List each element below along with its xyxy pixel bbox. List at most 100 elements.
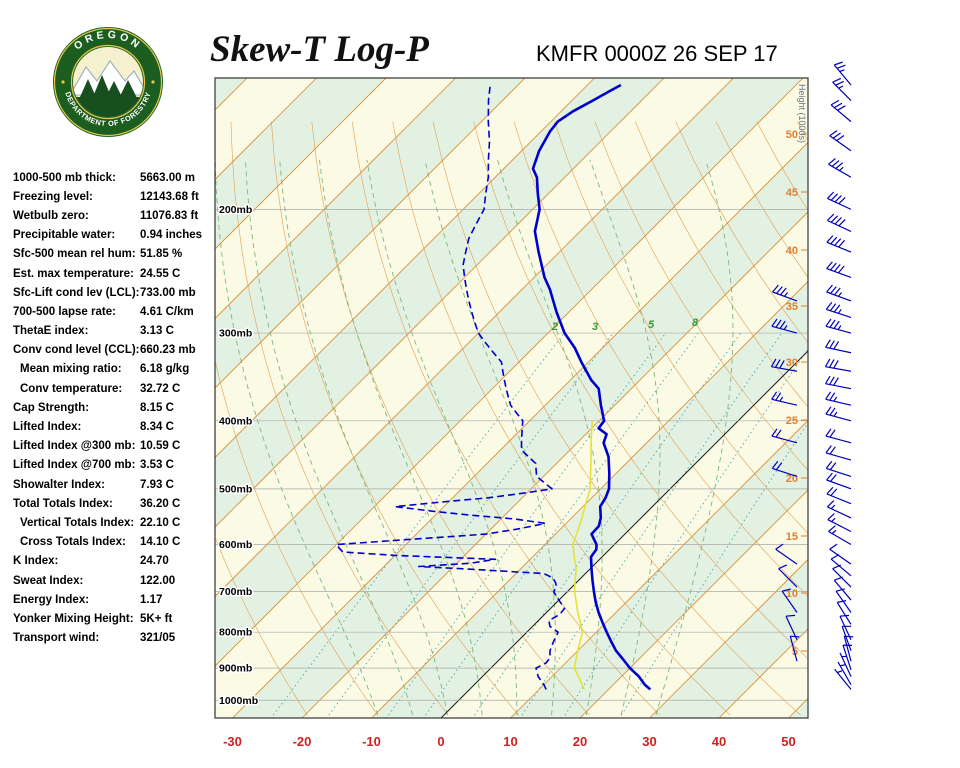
index-label: Sfc-500 mean rel hum:: [13, 248, 136, 261]
height-label: 50: [786, 129, 798, 141]
index-row: Wetbulb zero: 11076.83 ft: [13, 206, 202, 225]
mixing-ratio-label: 8: [692, 317, 699, 329]
temp-axis-labels: -30 -20 -10 0 10 20 30 40 50: [223, 734, 796, 749]
isotherm-line: [649, 558, 808, 718]
index-row: 1000-500 mb thick: 5663.00 m: [13, 168, 202, 187]
height-label: 35: [786, 301, 798, 313]
mixing-ratio-label: 3: [592, 321, 598, 333]
index-row: Conv cond level (CCL): 660.23 mb: [13, 341, 202, 360]
odf-logo: OREGON DEPARTMENT OF FORESTRY: [53, 27, 163, 137]
isotherm-lines: [0, 78, 808, 718]
height-label: 40: [786, 245, 798, 257]
index-label: Conv cond level (CCL):: [13, 344, 140, 357]
index-label: Precipitable water:: [13, 229, 116, 242]
index-value: 14.10 C: [140, 536, 181, 549]
temp-axis-label: -10: [362, 734, 381, 749]
index-label: Lifted Index @700 mb:: [13, 459, 136, 472]
index-value: 11076.83 ft: [140, 209, 199, 222]
wind-barbs-plot: [770, 284, 800, 662]
logo-inner-gold-line: [70, 44, 146, 120]
index-row: Total Totals Index: 36.20 C: [13, 494, 202, 513]
isotherm-line: [232, 141, 808, 718]
wind-barbs-column: [824, 61, 854, 690]
index-row: Lifted Index: 8.34 C: [13, 417, 202, 436]
index-value: 22.10 C: [140, 516, 181, 529]
mixing-ratio-label: 5: [648, 319, 655, 331]
pressure-gridlines: 200mb 300mb 400mb 500mb 600mb 700mb 800mb 900mb…: [215, 202, 808, 708]
index-value: 321/05: [140, 632, 176, 645]
pressure-label: 700mb: [219, 586, 252, 598]
index-value: 24.55 C: [140, 267, 181, 280]
index-value: 1.17: [140, 593, 163, 606]
pressure-label: 900mb: [219, 663, 252, 675]
isotherm-line: [215, 78, 595, 459]
index-value: 122.00: [140, 574, 176, 587]
mixing-ratio-labels: 2 3 5 8: [551, 317, 699, 333]
index-value: 12143.68 ft: [140, 190, 199, 203]
index-label: 700-500 lapse rate:: [13, 305, 116, 318]
index-value: 32.72 C: [140, 382, 181, 395]
pressure-label: 500mb: [219, 483, 252, 495]
index-label: Energy Index:: [13, 593, 90, 606]
index-label: K Index:: [13, 555, 59, 568]
index-row: ThetaE index: 3.13 C: [13, 322, 202, 341]
index-value: 5K+ ft: [140, 612, 173, 625]
temp-axis-label: 30: [642, 734, 656, 749]
index-row: Cross Totals Index: 14.10 C: [13, 533, 202, 552]
isotherm-line: [0, 78, 178, 718]
temp-axis-label: 20: [573, 734, 587, 749]
index-label: Showalter Index:: [13, 478, 106, 491]
index-row: Cap Strength: 8.15 C: [13, 398, 202, 417]
pressure-label: 400mb: [219, 415, 252, 427]
temperature-trace: [531, 83, 652, 691]
height-label: 10: [786, 588, 798, 600]
height-label: 25: [786, 415, 798, 427]
index-value: 5663.00 m: [140, 171, 195, 184]
index-label: Est. max temperature:: [13, 267, 134, 280]
index-label: Lifted Index:: [13, 421, 82, 434]
isotherm-line: [215, 78, 248, 111]
index-value: 6.18 g/kg: [140, 363, 190, 376]
station-id: KMFR 0000Z 26 SEP 17: [536, 41, 778, 66]
index-label: Total Totals Index:: [13, 497, 113, 510]
height-label: 15: [786, 531, 798, 543]
isotherm-line: [215, 78, 665, 528]
isotherm-line: [215, 78, 526, 389]
index-label: Transport wind:: [13, 632, 100, 645]
temp-axis-label: -20: [293, 734, 312, 749]
zero-isotherm-line: [440, 350, 808, 718]
temp-axis-label: 50: [781, 734, 795, 749]
mixing-ratio-label: 2: [551, 321, 558, 333]
index-label: ThetaE index:: [13, 325, 89, 338]
temp-axis-label: 10: [503, 734, 517, 749]
index-value: 3.53 C: [140, 459, 174, 472]
trees: [80, 75, 138, 100]
index-value: 36.20 C: [140, 497, 181, 510]
pressure-label: 200mb: [219, 204, 252, 216]
index-label: Wetbulb zero:: [13, 209, 89, 222]
moist-adiabat-lines: [215, 159, 734, 716]
index-label: Conv temperature:: [20, 382, 123, 395]
index-row: Sfc-500 mean rel hum: 51.85 %: [13, 245, 202, 264]
index-value: 10.59 C: [140, 440, 181, 453]
index-row: Vertical Totals Index: 22.10 C: [13, 513, 202, 532]
isotherm-line: [215, 78, 456, 320]
index-row: Lifted Index @300 mb: 10.59 C: [13, 437, 202, 456]
index-value: 4.61 C/km: [140, 305, 194, 318]
mixing-ratio-lines: [272, 332, 808, 716]
index-label: Sfc-Lift cond lev (LCL):: [13, 286, 140, 299]
index-row: Showalter Index: 7.93 C: [13, 475, 202, 494]
index-row: Conv temperature: 32.72 C: [13, 379, 202, 398]
isotherm-line: [215, 78, 734, 598]
logo-dot-left: [61, 80, 65, 84]
index-label: Lifted Index @300 mb:: [13, 440, 136, 453]
isotherm-line: [579, 489, 808, 718]
index-value: 733.00 mb: [140, 286, 196, 299]
index-value: 8.15 C: [140, 401, 174, 414]
index-label: Vertical Totals Index:: [20, 516, 135, 529]
index-label: Cross Totals Index:: [20, 536, 126, 549]
index-row: Est. max temperature: 24.55 C: [13, 264, 202, 283]
logo-dot-right: [151, 80, 155, 84]
index-label: Sweat Index:: [13, 574, 84, 587]
